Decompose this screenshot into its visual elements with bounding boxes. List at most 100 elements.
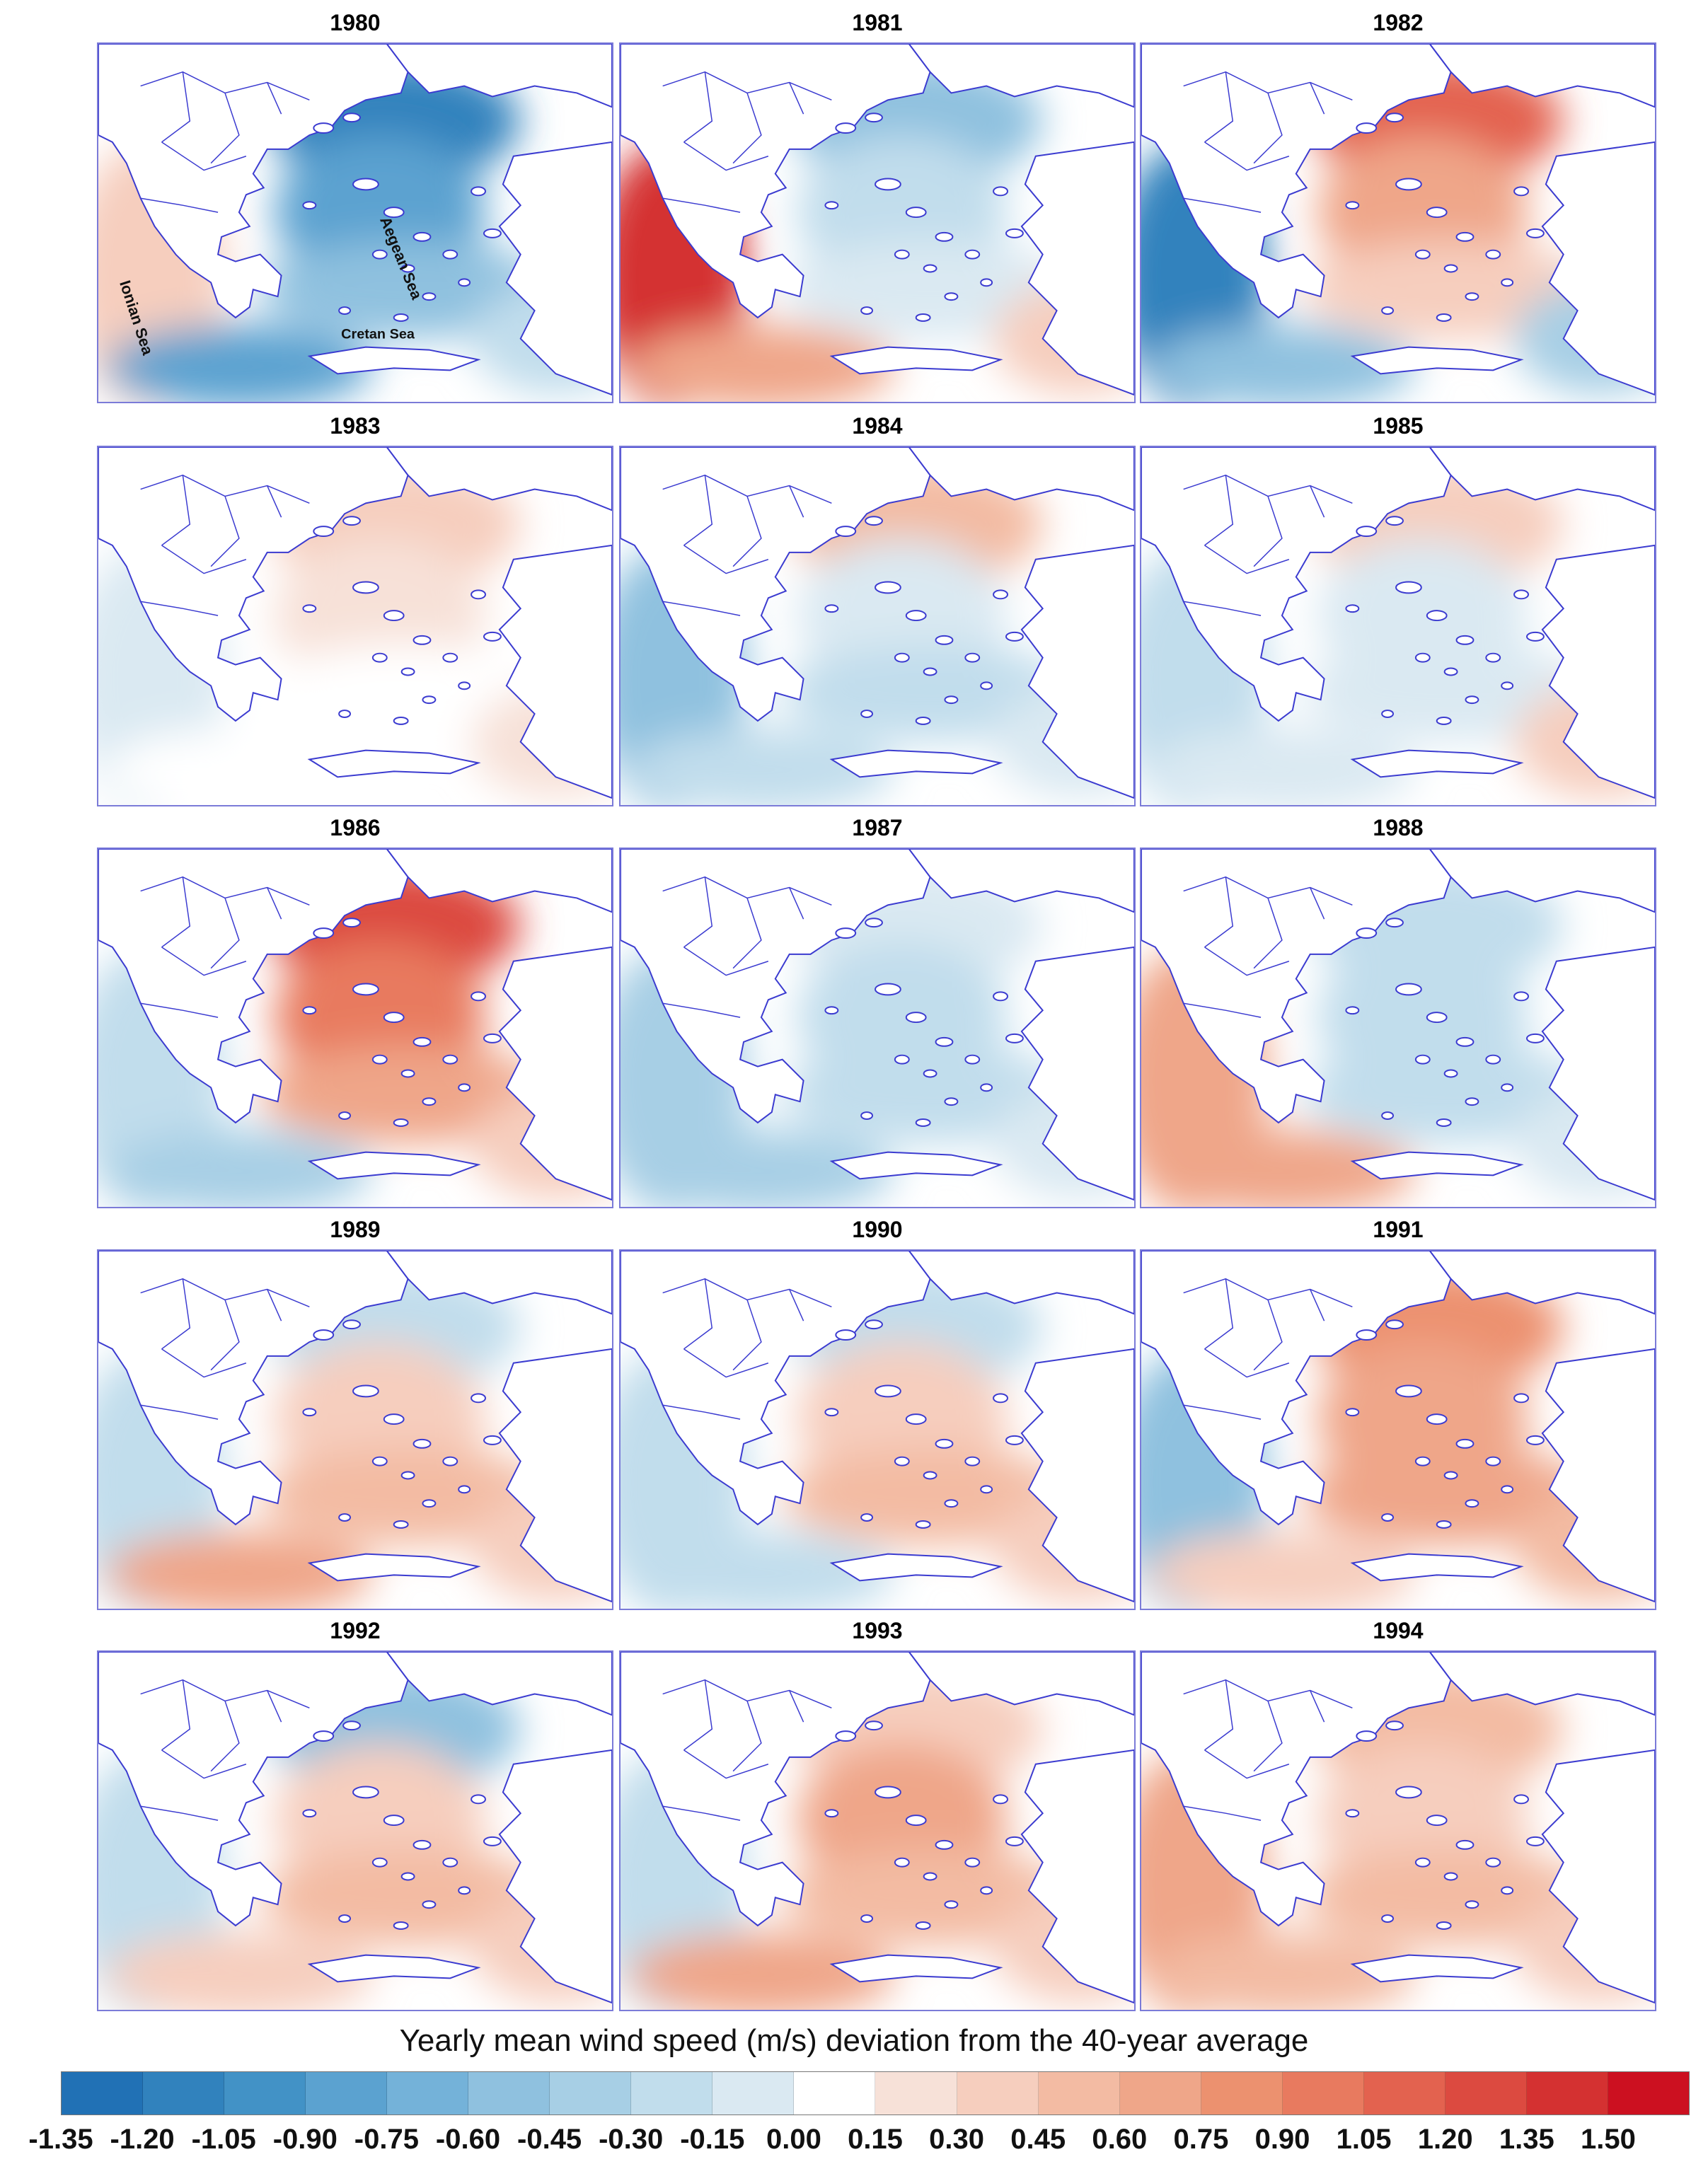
colorbar-swatch: [468, 2072, 550, 2115]
northeast-land: [386, 1251, 612, 1315]
island: [1485, 249, 1501, 260]
southwest-sea-anomaly: [105, 1129, 373, 1207]
mainland-greece: [98, 1652, 409, 1927]
island: [1501, 278, 1514, 287]
map-frame: Aegean Sea Ionian Sea Cretan Sea: [97, 42, 613, 403]
colorbar-swatch: [550, 2072, 632, 2115]
turkey-coast: [1541, 1749, 1655, 2004]
colorbar-swatch: [957, 2072, 1039, 2115]
southwest-sea-anomaly: [105, 324, 373, 402]
northeast-land: [908, 1251, 1134, 1315]
island: [371, 1857, 388, 1868]
map-frame: [619, 42, 1136, 403]
map-panel-1990: 1990: [619, 1214, 1136, 1610]
region-border: [662, 1679, 832, 1709]
island: [1485, 1054, 1501, 1065]
island: [458, 278, 471, 287]
panel-year-title: 1989: [330, 1217, 381, 1242]
island: [894, 652, 910, 663]
region-border: [1204, 1679, 1234, 1751]
panel-year-title: 1985: [1373, 413, 1424, 439]
colorbar-tick-label: -1.20: [110, 2124, 175, 2155]
island: [905, 1413, 927, 1425]
island: [471, 186, 486, 197]
island: [935, 635, 954, 645]
region-border: [267, 82, 282, 115]
island: [1381, 1111, 1395, 1120]
panel-year-title: 1994: [1373, 1618, 1424, 1643]
colorbar-tick-label: 0.45: [1010, 2124, 1066, 2155]
region-border: [267, 887, 282, 920]
wind-anomaly-map: [1141, 447, 1655, 805]
colorbar-swatch: [1445, 2072, 1527, 2115]
map-frame: [1140, 1650, 1656, 2011]
colorbar-swatch: [143, 2072, 225, 2115]
region-border: [1310, 1289, 1325, 1321]
colorbar-tick-label: -0.15: [680, 2124, 745, 2155]
island: [1345, 1408, 1360, 1417]
island: [835, 927, 857, 939]
southwest-sea-anomaly: [628, 727, 895, 805]
region-border: [1183, 197, 1262, 213]
region-border: [683, 947, 769, 976]
island: [915, 1520, 931, 1529]
region-border: [161, 877, 191, 948]
region-border: [210, 93, 240, 164]
island: [915, 716, 931, 725]
island: [342, 1720, 361, 1731]
island: [1426, 1413, 1448, 1425]
panel-year-title: 1980: [330, 10, 381, 35]
island: [1414, 1456, 1431, 1466]
turkey-coast: [1020, 141, 1134, 396]
turkey-coast: [498, 1749, 612, 2004]
island: [1005, 631, 1024, 642]
island: [835, 526, 857, 537]
colorbar-tick-label: 0.75: [1173, 2124, 1229, 2155]
island: [1395, 1786, 1422, 1799]
region-border: [683, 1679, 713, 1751]
island: [875, 1786, 901, 1799]
island: [483, 1033, 502, 1043]
region-border: [140, 1278, 310, 1308]
region-border: [1183, 601, 1262, 616]
mainland-greece: [621, 1251, 931, 1526]
northeast-land: [1429, 1652, 1655, 1716]
island: [483, 631, 502, 642]
region-border: [140, 71, 310, 101]
region-border: [161, 1749, 247, 1779]
island: [1345, 201, 1360, 210]
region-border: [267, 1289, 282, 1321]
island: [1005, 1836, 1024, 1846]
southwest-sea-anomaly: [1148, 324, 1416, 402]
crete-island: [1350, 749, 1524, 778]
region-border: [662, 71, 832, 101]
region-border: [732, 496, 762, 567]
island: [1443, 264, 1458, 273]
colorbar-swatch: [1526, 2072, 1608, 2115]
map-panel-1987: 1987: [619, 812, 1136, 1208]
colorbar-swatch: [387, 2072, 469, 2115]
island: [1526, 631, 1545, 642]
island: [1455, 1839, 1475, 1850]
island: [483, 1435, 502, 1445]
island: [422, 1097, 437, 1106]
island: [923, 264, 937, 273]
island: [352, 581, 379, 594]
mainland-greece: [98, 849, 409, 1124]
wind-anomaly-map: [1141, 44, 1655, 402]
island: [1426, 1012, 1448, 1024]
island: [935, 1438, 954, 1449]
island: [458, 681, 471, 690]
map-frame: [97, 446, 613, 806]
crete-island: [1350, 1553, 1524, 1582]
region-border: [662, 474, 832, 504]
region-border: [1183, 71, 1353, 101]
island: [302, 1006, 317, 1015]
island: [1465, 292, 1479, 301]
map-frame: [97, 1650, 613, 2011]
colorbar-tick-labels: -1.35 -1.20 -1.05 -0.90 -0.75 -0.60 -0.45 -0.30…: [0, 2124, 1708, 2166]
island: [483, 1836, 502, 1846]
mainland-greece: [98, 447, 409, 722]
island: [302, 1408, 317, 1417]
island: [1385, 918, 1404, 928]
